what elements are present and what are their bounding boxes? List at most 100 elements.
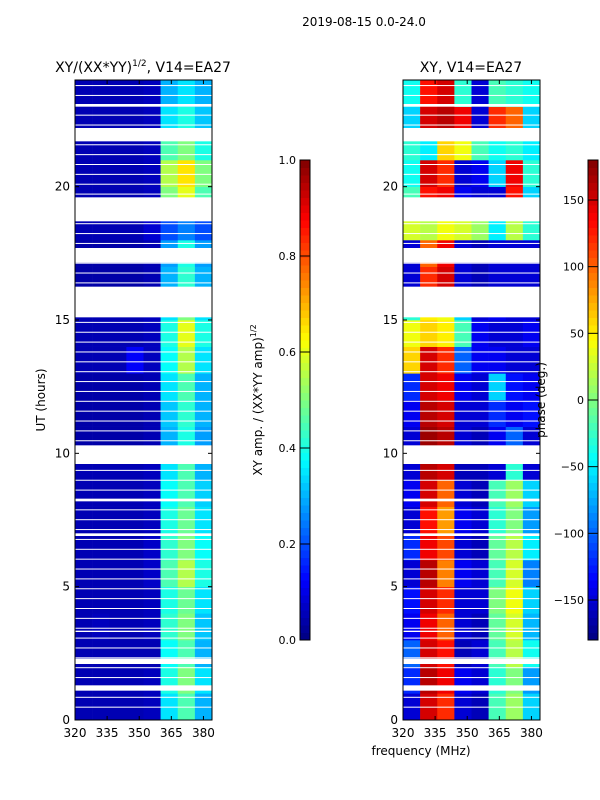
heatmap-cell <box>454 480 472 507</box>
colorbar-segment <box>588 617 598 626</box>
heatmap-cell <box>177 346 196 374</box>
data-gap <box>75 197 212 222</box>
colorbar-segment <box>588 497 598 506</box>
heatmap-cell <box>194 346 213 374</box>
flagged-row <box>403 479 540 481</box>
flagged-row <box>75 223 212 225</box>
colorbar-segment <box>300 572 310 581</box>
heatmap-cell <box>160 560 179 587</box>
flagged-row <box>75 94 212 96</box>
flagged-row <box>75 519 212 521</box>
heatmap-cell <box>194 160 213 187</box>
x-axis-label: frequency (MHz) <box>371 744 470 758</box>
heatmap-cell <box>437 346 455 374</box>
heatmap-cell <box>160 80 179 107</box>
colorbar-label-text: XY amp. / (XX*YY amp) <box>251 337 265 475</box>
heatmap-cell <box>471 586 489 614</box>
colorbar-segment <box>588 182 598 191</box>
y-tick-label: 0 <box>62 713 70 727</box>
colorbar-segment <box>300 512 310 521</box>
heatmap-cell <box>437 560 455 587</box>
heatmap-cell <box>471 373 489 401</box>
colorbar-segment <box>300 317 310 326</box>
heatmap-cell <box>488 373 507 401</box>
flagged-row <box>75 657 212 659</box>
flagged-row <box>75 440 212 442</box>
colorbar-segment <box>588 340 598 348</box>
heatmap-cell <box>75 613 93 641</box>
heatmap-cell <box>437 320 455 347</box>
colorbar-segment <box>588 167 598 176</box>
flagged-row <box>75 489 212 491</box>
heatmap-cell <box>177 480 196 507</box>
flagged-row <box>75 548 212 550</box>
heatmap-cell <box>522 160 541 187</box>
colorbar-segment <box>300 265 310 273</box>
colorbar-segment <box>300 175 310 183</box>
heatmap-cell <box>92 373 110 401</box>
heatmap-cell <box>109 560 127 587</box>
flagged-row <box>403 371 540 373</box>
heatmap-cell <box>488 346 507 374</box>
colorbar-segment <box>588 505 598 513</box>
heatmap-cell <box>143 80 161 107</box>
panel-title: XY/(XX*YY)1/2, V14=EA27 <box>55 59 231 76</box>
colorbar-segment <box>588 205 598 213</box>
colorbar-segment <box>300 182 310 191</box>
heatmap-cell <box>143 533 161 561</box>
heatmap-cell <box>522 533 541 561</box>
flagged-row <box>403 440 540 442</box>
y-tick-label: 15 <box>55 313 70 327</box>
panel-2: 320 335 350 365 380 0 5 10 15 20 XY, V14=EA27 −150 −… <box>383 60 599 740</box>
colorbar-segment <box>300 617 310 626</box>
colorbar-segment <box>300 482 310 491</box>
flagged-row <box>403 400 540 402</box>
flagged-row <box>75 529 212 531</box>
plot-frame <box>74 79 213 721</box>
data-gap <box>75 498 212 502</box>
heatmap-cell <box>160 586 179 614</box>
heatmap-cell <box>177 80 196 107</box>
flagged-row <box>403 637 540 639</box>
colorbar-segment <box>588 595 598 603</box>
colorbar-segment <box>300 422 310 431</box>
colorbar-segment <box>588 295 598 303</box>
colorbar-segment <box>588 212 598 221</box>
flagged-row <box>403 627 540 629</box>
colorbar-segment <box>588 542 598 551</box>
flagged-row <box>403 598 540 600</box>
x-tick-label: 320 <box>392 726 415 740</box>
colorbar-segment <box>300 377 310 386</box>
flagged-row <box>75 608 212 609</box>
data-gap <box>403 445 540 464</box>
y-tick-label: 15 <box>383 313 398 327</box>
flagged-row <box>403 390 540 392</box>
colorbar-segment <box>588 160 598 168</box>
flagged-row <box>403 223 540 225</box>
flagged-row <box>75 282 212 284</box>
heatmap-cell <box>488 80 507 107</box>
colorbar-segment <box>300 227 310 236</box>
heatmap-cell <box>437 373 455 401</box>
y-tick-label: 5 <box>390 580 398 594</box>
title-superscript: 1/2 <box>132 59 146 69</box>
heatmap-cell <box>177 320 196 347</box>
colorbar-label: phase (deg.) <box>534 362 548 438</box>
y-axis-label: UT (hours) <box>34 368 48 431</box>
heatmap-cell <box>437 533 455 561</box>
heatmap-cell <box>143 586 161 614</box>
flagged-row <box>403 608 540 609</box>
colorbar-tick-label: 1.0 <box>279 154 297 167</box>
flagged-row <box>75 341 212 343</box>
heatmap-cell <box>177 400 196 427</box>
heatmap-cell <box>403 586 421 614</box>
heatmap-cell <box>75 160 93 187</box>
heatmap-cell <box>522 480 541 507</box>
heatmap-cell <box>177 106 196 134</box>
heatmap-cell <box>488 320 507 347</box>
flagged-row <box>403 85 540 87</box>
heatmap-cell <box>143 160 161 187</box>
heatmap-cell <box>177 160 196 187</box>
heatmap-cell <box>109 400 127 427</box>
